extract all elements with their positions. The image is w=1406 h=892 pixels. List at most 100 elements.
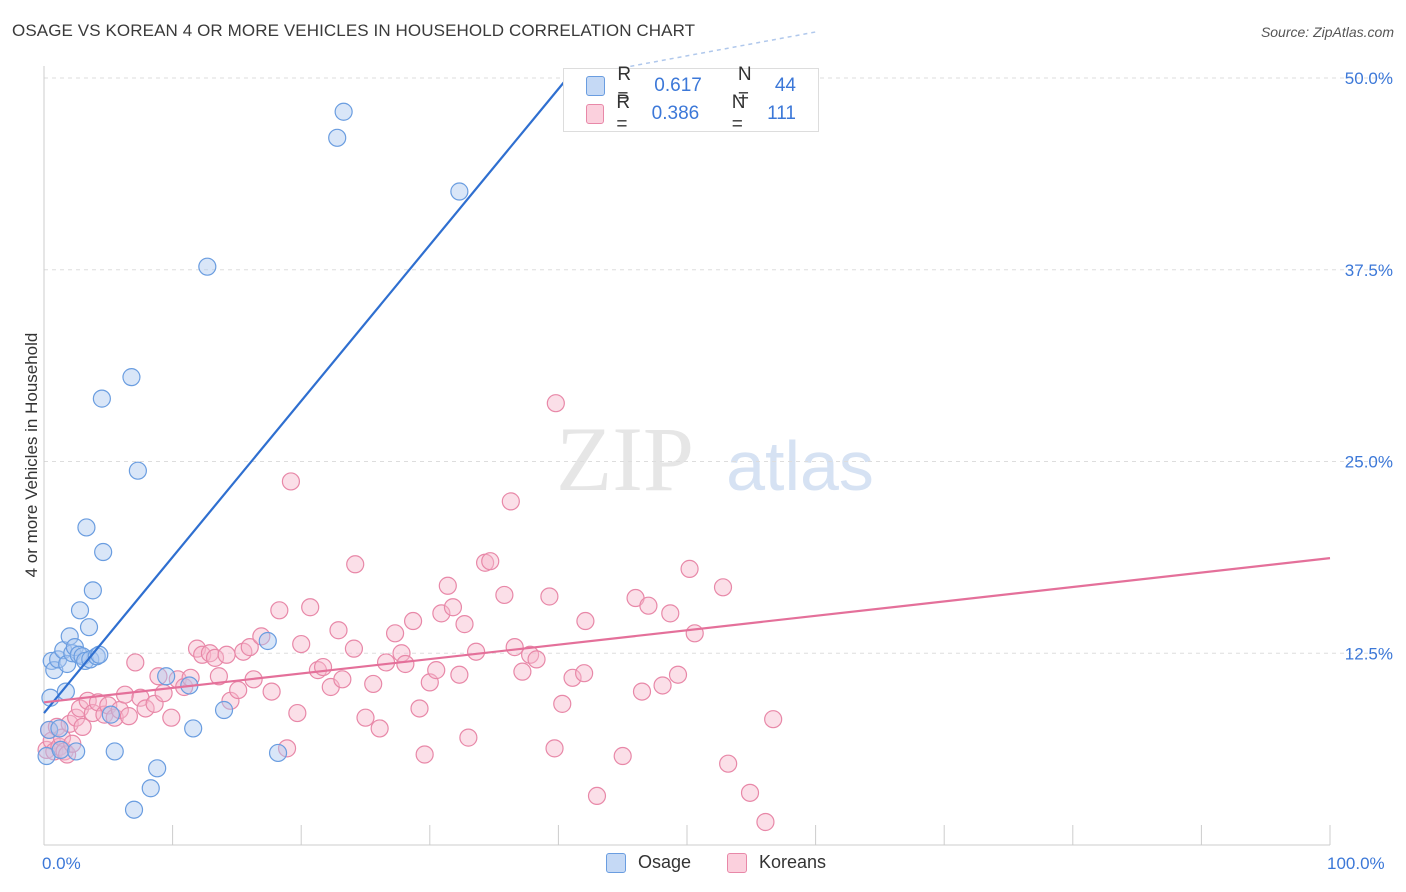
- koreans-point: [740, 783, 760, 802]
- chart-title: OSAGE VS KOREAN 4 OR MORE VEHICLES IN HO…: [12, 21, 696, 40]
- koreans-point: [553, 694, 572, 713]
- koreans-point: [719, 754, 738, 773]
- koreans-point: [344, 639, 364, 658]
- osage-point: [124, 800, 144, 819]
- koreans-point: [505, 638, 524, 657]
- koreans-point: [501, 492, 520, 511]
- koreans-point: [546, 394, 565, 413]
- osage-point: [157, 667, 176, 686]
- koreans-point: [385, 624, 405, 643]
- watermark-atlas: atlas: [726, 427, 874, 505]
- gridlines: [44, 77, 1395, 654]
- koreans-point: [329, 621, 348, 640]
- koreans-point: [277, 739, 297, 758]
- osage-point: [51, 740, 70, 759]
- koreans-point: [545, 739, 564, 758]
- x-tick-label-min: 0.0%: [42, 854, 81, 873]
- koreans-point: [346, 555, 365, 574]
- y-tick-label: 37.5%: [1345, 261, 1393, 280]
- legend: R = 0.617 N = 44 R = 0.386 N = 111: [563, 64, 819, 135]
- osage-point: [79, 618, 99, 637]
- koreans-r-value: 0.386: [651, 103, 700, 124]
- koreans-point: [403, 611, 423, 631]
- y-tick-label: 50.0%: [1345, 69, 1393, 88]
- osage-point: [268, 743, 288, 763]
- koreans-point: [205, 648, 225, 667]
- koreans-point: [333, 670, 352, 689]
- koreans-point: [281, 472, 301, 491]
- osage-r-label: R =: [617, 64, 632, 107]
- koreans-point: [427, 661, 446, 680]
- koreans-point: [632, 682, 652, 701]
- koreans-point: [370, 719, 389, 738]
- koreans-point: [432, 604, 451, 623]
- osage-point: [214, 700, 234, 720]
- koreans-point: [481, 552, 500, 571]
- koreans-point: [527, 650, 546, 669]
- osage-points: [37, 102, 469, 819]
- osage-point: [101, 705, 120, 724]
- koreans-point: [240, 638, 259, 657]
- koreans-point: [252, 627, 271, 646]
- koreans-point: [301, 598, 320, 617]
- osage-n-label: N =: [737, 64, 752, 107]
- koreans-point: [73, 717, 92, 736]
- osage-point: [77, 518, 96, 537]
- koreans-point: [443, 598, 463, 617]
- osage-point: [50, 719, 69, 738]
- osage-point: [148, 759, 167, 778]
- koreans-r-label: R =: [616, 92, 631, 135]
- koreans-point: [262, 682, 281, 701]
- koreans-point: [576, 611, 595, 631]
- koreans-point: [450, 665, 469, 684]
- koreans-trend-line: [43, 557, 1331, 704]
- osage-point: [184, 719, 203, 738]
- koreans-point: [396, 654, 415, 674]
- koreans-point: [83, 703, 102, 723]
- koreans-point: [575, 664, 594, 683]
- koreans-point: [661, 604, 680, 623]
- watermark-zip: ZIP: [556, 408, 694, 510]
- osage-point: [334, 102, 353, 121]
- osage-point: [141, 779, 160, 798]
- koreans-point: [521, 645, 540, 664]
- osage-point: [198, 257, 217, 276]
- watermark: ZIP atlas: [556, 408, 874, 510]
- koreans-point: [126, 653, 145, 672]
- koreans-point: [229, 680, 248, 700]
- osage-point: [83, 581, 102, 600]
- koreans-n-value: 111: [767, 103, 796, 124]
- osage-point: [122, 368, 141, 387]
- koreans-point: [639, 596, 658, 615]
- osage-point: [94, 542, 113, 562]
- koreans-point: [466, 642, 486, 661]
- koreans-point: [459, 728, 478, 747]
- osage-point: [128, 461, 147, 480]
- y-tick-labels: 12.5% 25.0% 37.5% 50.0%: [1345, 69, 1393, 663]
- osage-point: [92, 389, 111, 408]
- osage-swatch: [586, 76, 606, 96]
- koreans-point: [680, 559, 699, 578]
- osage-point: [450, 182, 469, 201]
- koreans-point: [713, 578, 733, 597]
- bottom-legend: Osage Koreans: [0, 852, 1406, 876]
- osage-point: [105, 742, 124, 761]
- koreans-point: [438, 576, 457, 595]
- legend-row-osage: R = 0.617 N = 44: [586, 64, 818, 107]
- y-tick-label: 25.0%: [1345, 453, 1393, 472]
- koreans-point: [209, 667, 228, 686]
- bottom-legend-osage: Osage: [606, 852, 691, 873]
- koreans-point: [136, 699, 155, 718]
- source-note: Source: ZipAtlas.com: [1260, 24, 1394, 40]
- legend-row-koreans: R = 0.386 N = 111: [586, 92, 818, 135]
- koreans-point: [540, 587, 559, 606]
- koreans-point: [495, 585, 514, 605]
- y-tick-label: 12.5%: [1345, 644, 1393, 663]
- koreans-point: [356, 708, 375, 727]
- osage-point: [67, 742, 86, 761]
- koreans-point: [668, 665, 688, 684]
- koreans-point: [292, 634, 311, 654]
- koreans-point: [119, 707, 138, 726]
- osage-point: [328, 128, 347, 147]
- bottom-osage-label: Osage: [638, 852, 692, 872]
